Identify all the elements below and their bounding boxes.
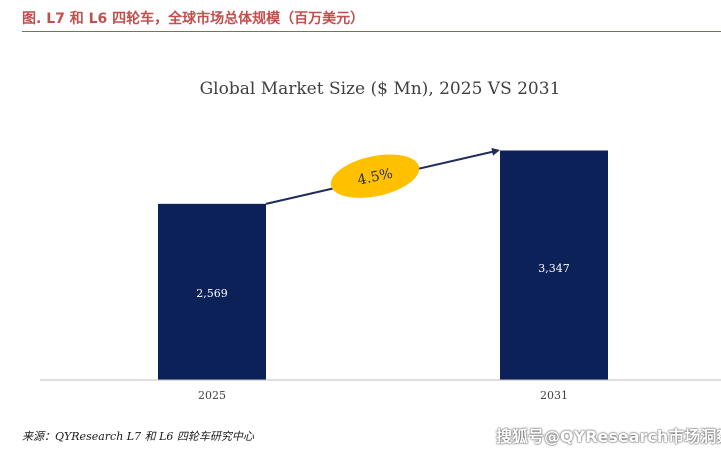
source-note: 来源：QYResearch L7 和 L6 四轮车研究中心: [22, 430, 254, 443]
x-tick-2031: 2031: [540, 389, 568, 402]
chart-title: Global Market Size ($ Mn), 2025 VS 2031: [200, 79, 561, 99]
header-rule: [22, 31, 721, 32]
figure-header: 图. L7 和 L6 四轮车，全球市场总体规模（百万美元）: [0, 0, 721, 34]
cagr-annotation: 4.5%: [265, 147, 500, 205]
cagr-label: 4.5%: [356, 166, 394, 189]
x-tick-labels: 2025 2031: [198, 389, 568, 402]
watermark: 搜狐号@QYResearch市场洞察: [496, 427, 721, 446]
cagr-badge-ellipse: [330, 154, 420, 198]
bar-group: 2,569 3,347: [158, 150, 608, 380]
figure-caption: 图. L7 和 L6 四轮车，全球市场总体规模（百万美元）: [22, 11, 365, 27]
bar-2025: [158, 203, 266, 380]
cagr-badge: 4.5%: [330, 154, 420, 198]
x-tick-2025: 2025: [198, 389, 226, 402]
bar-value-label-2031: 3,347: [538, 262, 570, 275]
bar-2031: [500, 150, 608, 380]
bar-value-label-2025: 2,569: [196, 287, 228, 300]
